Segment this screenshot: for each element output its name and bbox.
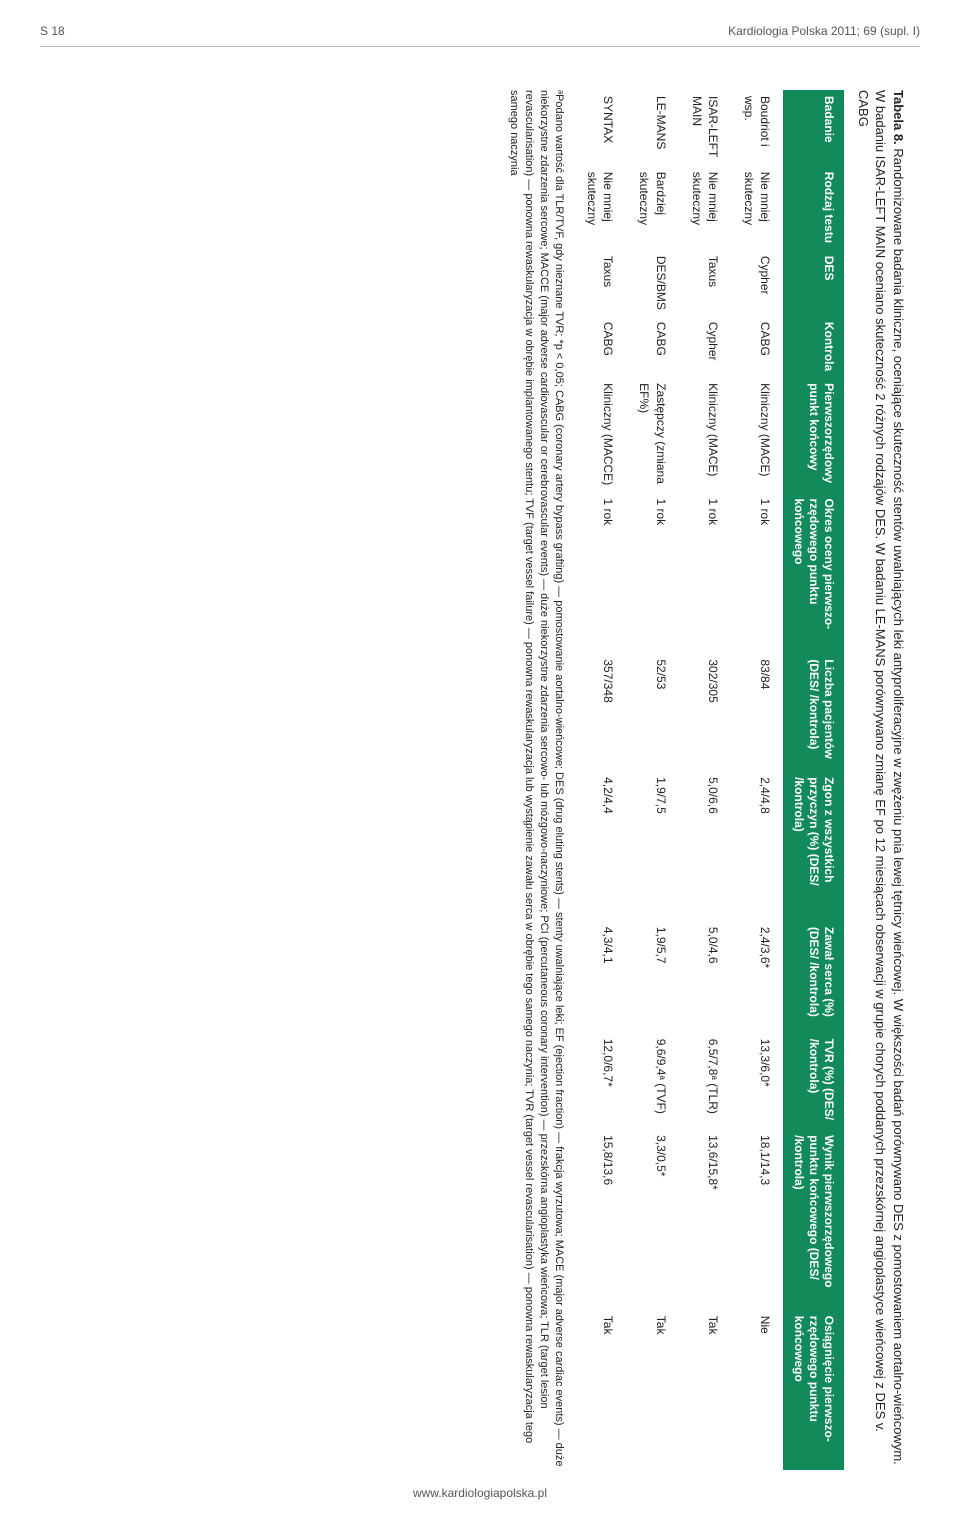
table-cell: Nie mniej skuteczny bbox=[574, 166, 626, 250]
col-liczba: Liczba pacjentów (DES/ /kontrola) bbox=[783, 653, 844, 771]
table-cell: 5,0/6,6 bbox=[679, 771, 731, 921]
table-cell: 5,0/4,6 bbox=[679, 921, 731, 1033]
table-label: Tabela 8. bbox=[891, 90, 906, 145]
table-cell: 2,4/3,6* bbox=[731, 921, 783, 1033]
col-wynik: Wynik pierwszo­rzędowego punktu końcoweg… bbox=[783, 1129, 844, 1310]
running-head-right: Kardiologia Polska 2011; 69 (supl. I) bbox=[728, 24, 920, 38]
table-caption-text: Randomizowane badania kliniczne, oceniaj… bbox=[856, 90, 906, 1465]
table-header-row: Badanie Rodzaj testu DES Kontrola Pierws… bbox=[783, 90, 844, 1470]
col-kontrola: Kontrola bbox=[783, 316, 844, 377]
table-cell: Nie bbox=[731, 1310, 783, 1470]
table-cell: 4,3/4,1 bbox=[574, 921, 626, 1033]
table-cell: ISAR-LEFT MAIN bbox=[679, 90, 731, 166]
table-cell: Boudriot i wsp. bbox=[731, 90, 783, 166]
table-cell: Bardziej skuteczny bbox=[626, 166, 678, 250]
table-cell: Tak bbox=[574, 1310, 626, 1470]
table-cell: 302/305 bbox=[679, 653, 731, 771]
table-cell: 13,6/15,8* bbox=[679, 1129, 731, 1310]
col-rodzaj: Rodzaj testu bbox=[783, 166, 844, 250]
table-cell: Kliniczny (MACE) bbox=[731, 377, 783, 492]
table-cell: CABG bbox=[626, 316, 678, 377]
table-cell: 1,9/7,5 bbox=[626, 771, 678, 921]
col-tvr: TVR (%) (DES/ /kontrola) bbox=[783, 1033, 844, 1129]
table-cell: 18,1/14,3 bbox=[731, 1129, 783, 1310]
table-cell: 1 rok bbox=[574, 492, 626, 653]
table-cell: 1 rok bbox=[679, 492, 731, 653]
table-cell: 9,6/9,4ᵃ (TVF) bbox=[626, 1033, 678, 1129]
table-cell: Taxus bbox=[679, 250, 731, 316]
col-zawal: Zawał serca (%) (DES/ /kontrola) bbox=[783, 921, 844, 1033]
col-osiag: Osiągnięcie pierwszo­rzędowego punktu ko… bbox=[783, 1310, 844, 1470]
table-cell: 13,3/6,0* bbox=[731, 1033, 783, 1129]
main-table: Badanie Rodzaj testu DES Kontrola Pierws… bbox=[574, 90, 845, 1470]
col-zgon: Zgon z wszystkich przyczyn (%) (DES/ /ko… bbox=[783, 771, 844, 921]
col-endpoint: Pierwszo­rzędowy punkt końcowy bbox=[783, 377, 844, 492]
table-cell: Cypher bbox=[679, 316, 731, 377]
table-cell: CABG bbox=[574, 316, 626, 377]
table-cell: 83/84 bbox=[731, 653, 783, 771]
table-cell: Kliniczny (MACE) bbox=[679, 377, 731, 492]
table-row: Boudriot i wsp.Nie mniej skutecznyCypher… bbox=[731, 90, 783, 1470]
rotated-container: Tabela 8. Randomizowane badania kliniczn… bbox=[40, 90, 920, 1470]
table-cell: Taxus bbox=[574, 250, 626, 316]
table-row: LE-MANSBardziej skutecznyDES/BMSCABGZast… bbox=[626, 90, 678, 1470]
table-cell: Kliniczny (MACCE) bbox=[574, 377, 626, 492]
table-cell: Zastępczy (zmiana EF%) bbox=[626, 377, 678, 492]
table-cell: 1,9/5,7 bbox=[626, 921, 678, 1033]
table-cell: 6,5/7,8ᵃ (TLR) bbox=[679, 1033, 731, 1129]
table-cell: 52/53 bbox=[626, 653, 678, 771]
table-cell: 12,0/6,7* bbox=[574, 1033, 626, 1129]
table-row: SYNTAXNie mniej skutecznyTaxusCABGKlinic… bbox=[574, 90, 626, 1470]
table-cell: SYNTAX bbox=[574, 90, 626, 166]
table-cell: 3,3/0,5* bbox=[626, 1129, 678, 1310]
table-cell: Tak bbox=[626, 1310, 678, 1470]
table-cell: LE-MANS bbox=[626, 90, 678, 166]
table-row: ISAR-LEFT MAINNie mniej skutecznyTaxusCy… bbox=[679, 90, 731, 1470]
col-badanie: Badanie bbox=[783, 90, 844, 166]
table-cell: Cypher bbox=[731, 250, 783, 316]
table-cell: 15,8/13,6 bbox=[574, 1129, 626, 1310]
table-cell: 357/348 bbox=[574, 653, 626, 771]
header-rule bbox=[40, 46, 920, 47]
table-cell: 1 rok bbox=[626, 492, 678, 653]
table-cell: 2,4/4,8 bbox=[731, 771, 783, 921]
table-cell: CABG bbox=[731, 316, 783, 377]
table-cell: 1 rok bbox=[731, 492, 783, 653]
col-okres: Okres oceny pierwszo­rzędowego punktu ko… bbox=[783, 492, 844, 653]
table-footnote: ᵃPodano wartość dla TLR/TVF, gdy nieznan… bbox=[506, 90, 565, 1470]
table-cell: Nie mniej skuteczny bbox=[679, 166, 731, 250]
table-cell: Nie mniej skuteczny bbox=[731, 166, 783, 250]
table-cell: 4,2/4,4 bbox=[574, 771, 626, 921]
table-cell: Tak bbox=[679, 1310, 731, 1470]
table-caption: Tabela 8. Randomizowane badania kliniczn… bbox=[854, 90, 907, 1470]
running-head-left: S 18 bbox=[40, 24, 65, 38]
table-cell: DES/BMS bbox=[626, 250, 678, 316]
page-footer: www.kardiologiapolska.pl bbox=[0, 1486, 960, 1500]
col-des: DES bbox=[783, 250, 844, 316]
